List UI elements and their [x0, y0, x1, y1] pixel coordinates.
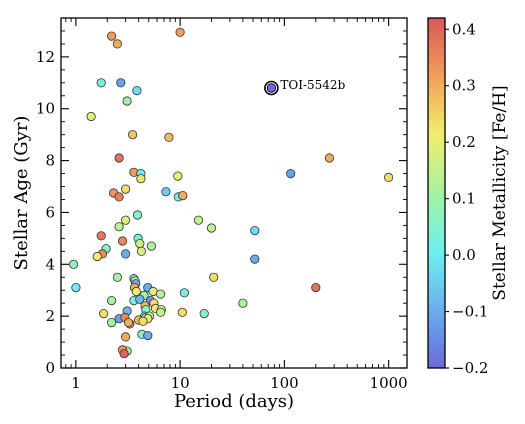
data-point [121, 184, 131, 194]
data-point [114, 222, 124, 232]
highlight-point [266, 83, 277, 93]
data-point [119, 349, 129, 359]
y-tick-label: 8 [45, 152, 55, 170]
y-axis: 0 2 4 6 8 10 12 [36, 30, 407, 377]
data-point [112, 39, 123, 49]
data-point [114, 192, 124, 202]
data-point [206, 223, 217, 233]
data-point [112, 272, 123, 282]
data-point [121, 249, 131, 259]
x-axis: 1 10 100 1000 [65, 18, 408, 392]
data-point [132, 86, 142, 96]
data-point [69, 259, 79, 269]
data-point [179, 288, 189, 298]
data-point [138, 316, 148, 326]
data-point [177, 307, 187, 317]
data-point [132, 210, 143, 220]
data-point [193, 215, 204, 225]
data-point [117, 236, 128, 246]
data-point [135, 239, 145, 249]
y-tick-label: 2 [45, 307, 55, 325]
data-point [107, 31, 117, 41]
x-tick-label: 1000 [370, 374, 408, 392]
plot-area [60, 17, 408, 369]
data-point [96, 78, 106, 88]
data-point [99, 308, 109, 319]
data-point [96, 231, 106, 241]
y-tick-label: 0 [45, 359, 55, 377]
data-point [156, 289, 166, 299]
colorbar-tick-label: 0.2 [452, 133, 476, 151]
data-point [156, 307, 166, 317]
data-point [164, 132, 174, 142]
x-tick-label: 100 [270, 374, 299, 392]
data-point [123, 317, 134, 328]
data-point [122, 96, 132, 106]
colorbar [427, 17, 446, 369]
data-point [146, 241, 156, 251]
data-point [143, 330, 153, 341]
colorbar-tick-label: 0.4 [452, 20, 476, 38]
data-point [136, 246, 146, 256]
data-point [107, 317, 117, 328]
y-tick-label: 4 [45, 255, 55, 273]
data-point [324, 153, 334, 163]
data-point [131, 286, 141, 297]
data-point [128, 130, 138, 140]
data-point [250, 254, 260, 264]
highlight-label: TOI-5542b [280, 78, 345, 92]
data-point [173, 171, 183, 181]
data-point [116, 78, 126, 88]
data-point [175, 27, 185, 37]
data-point [311, 282, 321, 293]
colorbar-tick-label: −0.2 [452, 359, 488, 377]
y-axis-label: Stellar Age (Gyr) [11, 116, 32, 271]
data-point [107, 295, 117, 306]
y-tick-label: 10 [36, 100, 55, 118]
data-points [69, 27, 394, 359]
data-point [86, 111, 96, 122]
colorbar-tick-label: 0.3 [452, 77, 476, 95]
highlight-marker: TOI-5542b [264, 78, 346, 96]
data-point [121, 215, 131, 225]
x-axis-label: Period (days) [174, 391, 294, 412]
colorbar-tick-label: −0.1 [452, 303, 488, 321]
colorbar-tick-label: 0.0 [452, 246, 476, 264]
y-tick-label: 6 [45, 203, 55, 221]
y-tick-label: 12 [36, 48, 55, 66]
data-point [238, 298, 248, 308]
data-point [121, 332, 131, 342]
data-point [71, 282, 81, 293]
data-point [114, 153, 124, 163]
x-tick-label: 10 [171, 374, 190, 392]
data-point [92, 251, 102, 262]
data-point [135, 294, 145, 304]
colorbar-tick-label: 0.1 [452, 190, 476, 208]
data-point [136, 174, 146, 184]
data-point [178, 191, 188, 201]
data-point [209, 272, 219, 282]
data-point [250, 226, 260, 236]
data-point [161, 187, 171, 197]
data-point [383, 172, 394, 182]
colorbar-ticks: −0.2 −0.1 0.0 0.1 0.2 0.3 0.4 [445, 20, 488, 377]
colorbar-label: Stellar Metallicity [Fe/H] [490, 85, 510, 300]
data-point [199, 308, 209, 319]
x-tick-label: 1 [71, 374, 81, 392]
data-point [286, 169, 296, 179]
